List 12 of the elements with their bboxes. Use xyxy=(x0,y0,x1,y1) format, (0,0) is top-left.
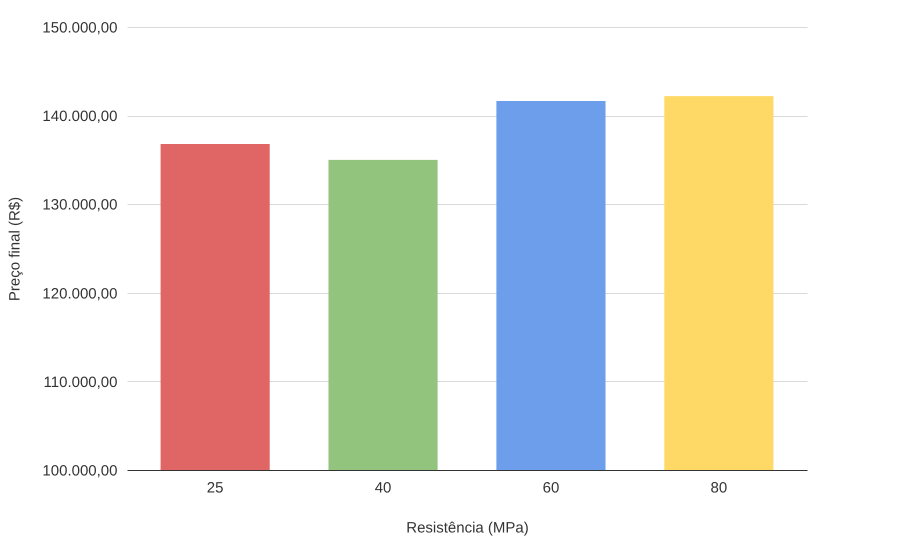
y-tick-label: 140.000,00 xyxy=(42,108,118,126)
y-tick-label: 110.000,00 xyxy=(44,374,118,391)
x-tick-label: 80 xyxy=(710,480,728,496)
y-tick-label: 150.000,00 xyxy=(42,20,118,36)
x-tick-label: 25 xyxy=(206,480,224,496)
x-tick-label: 40 xyxy=(374,480,392,496)
y-tick-label: 130.000,00 xyxy=(42,196,118,214)
x-axis-title: Resistência (MPa) xyxy=(406,520,529,536)
y-axis-title: Preço final (R$) xyxy=(6,196,24,302)
y-tick-label: 120.000,00 xyxy=(42,285,118,302)
y-tick-label: 100.000,00 xyxy=(42,462,118,480)
x-tick-label: 60 xyxy=(542,480,560,496)
